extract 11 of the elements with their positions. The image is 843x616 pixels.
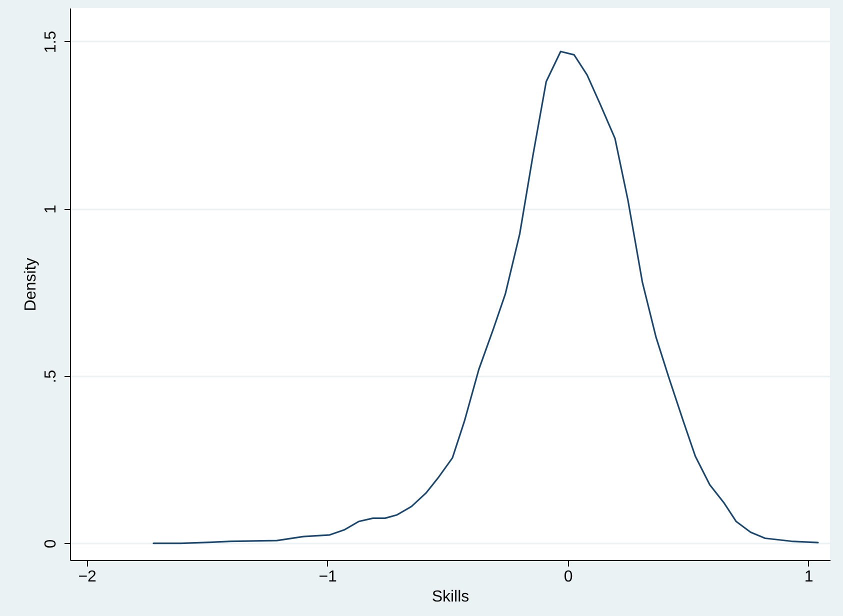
x-tick-label: −1 [318,568,338,586]
x-tick-label: 1 [804,568,814,586]
y-tick-label: .5 [42,370,60,384]
y-tick-label: 0 [42,539,60,548]
y-axis-title: Density [22,258,40,312]
y-tick-label: 1 [42,204,60,214]
line-series [152,50,819,544]
x-axis-title: Skills [432,588,470,606]
x-tick-label: 0 [564,568,573,586]
y-tick-label: 1.5 [42,30,60,54]
x-tick-label: −2 [78,568,97,586]
